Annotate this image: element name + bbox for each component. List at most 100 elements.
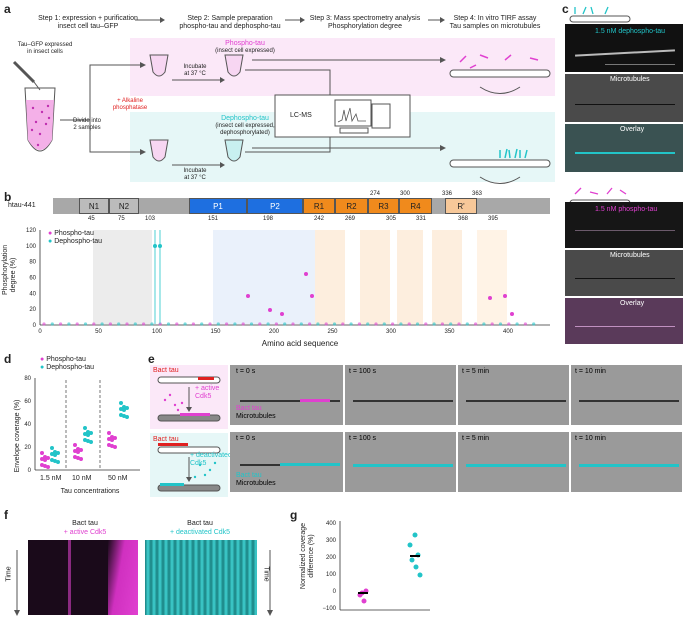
pos-75: 75 <box>118 216 125 222</box>
x-tick-label: 150 <box>210 329 221 335</box>
data-point <box>440 322 444 326</box>
g-y-tick: 0 <box>333 589 337 595</box>
legend-dot-icon: ● <box>48 230 53 237</box>
data-point <box>498 322 503 326</box>
d-point <box>73 449 77 453</box>
g-y-tick: 200 <box>326 555 337 561</box>
y-tick-label: 20 <box>29 307 36 313</box>
e-top-label2: Microtubules <box>236 413 276 420</box>
panel-label-b: b <box>4 190 12 204</box>
data-point <box>523 322 528 326</box>
e-time-1: t = 100 s <box>349 368 377 375</box>
x-tick-label: 350 <box>444 329 455 335</box>
data-point <box>42 322 46 326</box>
kymograph-deactivated <box>145 540 257 615</box>
domain-R2: R2 <box>335 198 368 214</box>
data-point <box>310 294 314 298</box>
data-point <box>341 322 345 326</box>
workflow-diagram <box>12 17 555 184</box>
pos-198: 198 <box>263 216 274 222</box>
expressed-text: Tau–GFP expressed in insect cells <box>17 42 73 55</box>
g-point <box>412 532 418 538</box>
f-arrows <box>14 550 273 616</box>
step1-text: Step 1: expression + purification insect… <box>38 15 138 30</box>
d-point <box>107 437 111 441</box>
b-xlabel: Amino acid sequence <box>261 339 339 348</box>
g-ylabel: Normalized coverage difference (%) <box>300 522 315 590</box>
d-point <box>40 457 44 461</box>
x-tick-label: 200 <box>269 329 280 335</box>
data-point <box>241 322 245 326</box>
data-point <box>50 322 54 326</box>
f-left-sub: + active Cdk5 <box>63 529 107 536</box>
microtubules-image-1: Microtubules <box>565 74 683 122</box>
panel-label-e: e <box>148 352 155 366</box>
data-point <box>208 322 212 326</box>
d-cat-3: 50 nM <box>108 475 128 482</box>
legend-dephospho: Dephospho-tau <box>54 238 103 245</box>
data-point <box>465 322 469 326</box>
mt-label-1: Microtubules <box>610 76 650 83</box>
data-point <box>233 322 237 326</box>
d-point <box>83 432 87 436</box>
domain-P2: P2 <box>247 198 303 214</box>
dephospho-title: Dephospho-tau <box>221 115 269 122</box>
d-point <box>86 430 90 434</box>
d-point <box>83 438 87 442</box>
dephospho-label: 1.5 nM dephospho-tau <box>595 28 666 35</box>
e-top-title: Bact tau <box>153 367 179 374</box>
lcms-label: LC-MS <box>290 112 312 119</box>
x-tick-label: 300 <box>386 329 397 335</box>
e-bottom-title: Bact tau <box>153 436 179 443</box>
panel-label-c: c <box>562 2 569 16</box>
data-point <box>175 322 179 326</box>
d-point <box>50 446 54 450</box>
legend-dot-icon: ● <box>40 364 45 371</box>
data-point <box>488 296 492 300</box>
data-point <box>183 322 187 326</box>
protein-name: htau-441 <box>8 202 36 209</box>
pos-242: 242 <box>314 216 325 222</box>
data-point <box>200 322 204 326</box>
f-right-sub: + deactivated Cdk5 <box>169 529 231 536</box>
d-data-points <box>40 401 129 469</box>
data-point <box>324 322 328 326</box>
panel-label-d: d <box>4 352 12 366</box>
mt-label-2: Microtubules <box>610 252 650 259</box>
data-point <box>490 322 494 326</box>
data-point <box>291 322 295 326</box>
data-point <box>191 322 195 326</box>
x-tick-label: 250 <box>327 329 338 335</box>
d-point <box>53 450 57 454</box>
e-bottom-label2: Microtubules <box>236 480 276 487</box>
tirf-images: 1.5 nM dephospho-tau Microtubules Overla… <box>565 2 685 347</box>
data-point <box>391 322 395 326</box>
d-cat-2: 10 nM <box>72 475 92 482</box>
data-point <box>225 322 229 326</box>
y-tick-label: 120 <box>26 228 37 234</box>
d-point <box>110 435 114 439</box>
d-point <box>122 405 126 409</box>
d-point <box>119 413 123 417</box>
e-time-2b: t = 5 min <box>462 435 490 442</box>
x-tick-label: 400 <box>503 329 514 335</box>
g-y-tick: 300 <box>326 538 337 544</box>
pos-363: 363 <box>472 191 483 197</box>
data-point <box>133 322 137 326</box>
e-top-timelapse: t = 0 s t = 100 s t = 5 min t = 10 min B… <box>230 365 682 425</box>
e-bottom-timelapse: t = 0 s t = 100 s t = 5 min t = 10 min B… <box>230 432 682 492</box>
data-point <box>268 308 272 312</box>
pos-151: 151 <box>208 216 219 222</box>
step2-text: Step 2: Sample preparation phospho-tau a… <box>179 15 281 30</box>
workflow-panel: Step 1: expression + purification insect… <box>0 0 560 190</box>
d-legend-dephospho: Dephospho-tau <box>46 364 95 371</box>
panel-label-a: a <box>4 2 11 16</box>
data-points <box>42 230 536 326</box>
data-point <box>332 322 337 326</box>
d-axis-ticks: 80 60 40 20 0 <box>24 376 31 474</box>
pos-300: 300 <box>400 191 411 197</box>
mt-cartoon-top <box>569 6 631 23</box>
alkaline-text: + Alkaline phosphatase <box>112 98 148 111</box>
d-point <box>40 463 44 467</box>
g-point <box>413 564 419 570</box>
